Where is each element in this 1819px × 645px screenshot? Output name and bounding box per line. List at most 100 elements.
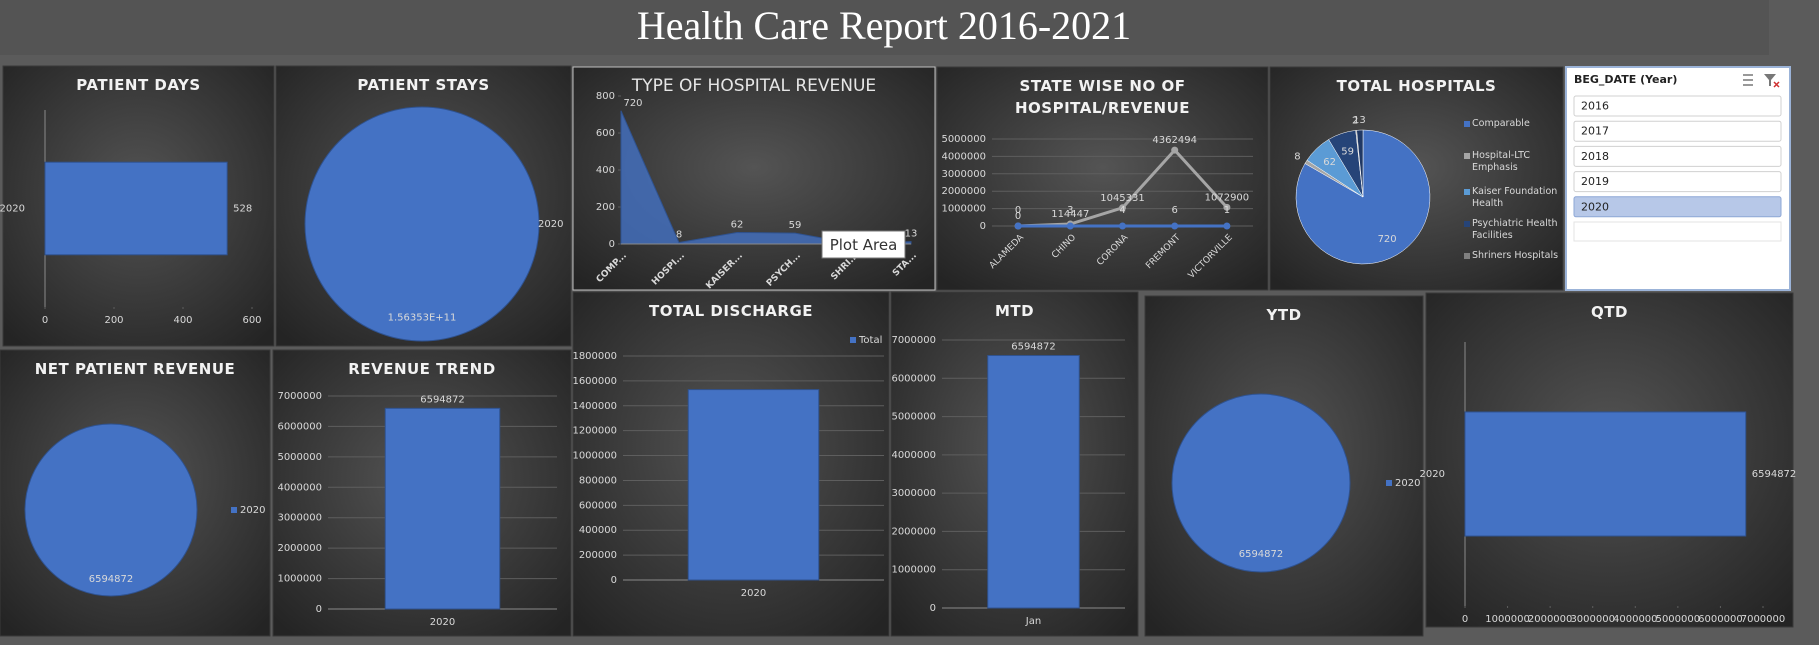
data-label: 8 [676,230,682,241]
y-tick-label: 600 [596,128,615,139]
legend-label: 2020 [538,219,563,230]
bar [1464,411,1747,537]
chart-title: TOTAL DISCHARGE [648,302,814,320]
slicer-item[interactable] [1573,171,1782,193]
bar [44,161,228,256]
data-label: 4362494 [1152,135,1197,146]
legend-swatch [1464,253,1470,259]
chart-title: STATE WISE NO OF HOSPITAL/REVENUE [1014,77,1191,117]
pie-slice [304,106,540,342]
y-tick-label: 0 [930,603,936,614]
chart-title: NET PATIENT REVENUE [34,360,236,378]
data-label: 114447 [1051,209,1089,220]
marker [1066,222,1074,230]
slicer-item[interactable] [1573,120,1782,142]
x-tick-label: 7000000 [1741,614,1786,625]
legend-label-box: Hospital-LTC Emphasis [1472,150,1530,173]
legend-label-box: Comparable [1472,118,1530,129]
chart-panel [936,66,1269,291]
marker [1171,222,1179,230]
slicer-item-label[interactable]: 2016 [1581,100,1609,113]
x-tick-label: 2020 [430,617,455,628]
chart-title: QTD [1591,303,1628,321]
legend-label: 2020 [240,505,265,516]
slicer-item-label[interactable]: 2018 [1581,150,1609,163]
y-tick-label: 1000000 [891,565,936,576]
pie-slice [1356,129,1364,198]
legend-label: Kaiser Foundation Health [1472,186,1558,209]
slicer-item-label[interactable]: 2019 [1581,175,1609,188]
y-tick-label: 7000000 [277,391,322,402]
clear-filter-icon[interactable] [1764,74,1780,88]
chart-title-box: PATIENT DAYS [76,76,200,94]
legend-label-box: Shriners Hospitals [1472,250,1558,261]
bar [987,355,1080,609]
area [620,110,912,245]
y-tick-label: 5000000 [941,134,986,145]
y-tick-label: 1800000 [572,351,617,362]
chart-title-box: QTD [1591,303,1628,321]
legend-swatch [1464,221,1470,227]
legend-label-box: Kaiser Foundation Health [1472,186,1558,209]
x-tick-label: 2000000 [1528,614,1573,625]
chart-title-box: MTD [995,302,1034,320]
y-tick-label: 4000000 [941,151,986,162]
legend-label: 2020 [1395,478,1420,489]
data-label: 6594872 [89,574,134,585]
y-tick-label: 800 [596,91,615,102]
legend-label: Total [858,335,882,346]
slicer-item-label[interactable]: 2017 [1581,125,1609,138]
data-label: 4 [1119,205,1125,216]
slicer-item-label[interactable]: 2020 [1581,200,1609,213]
header-bar [0,0,1769,55]
slicer-empty-item [1573,221,1782,242]
y-tick-label: 2000000 [277,543,322,554]
pie-slice [1171,393,1351,573]
y-tick-label: 2020 [1420,469,1445,480]
legend-swatch [1464,189,1470,195]
data-label: 6594872 [420,394,465,405]
legend-swatch [850,337,856,343]
marker [1171,146,1179,154]
marker [1119,222,1126,230]
pie-slice [24,423,198,597]
y-tick-label: 200000 [579,550,617,561]
chart-title: TOTAL HOSPITALS [1336,77,1497,95]
y-tick-label: 1200000 [572,426,617,437]
slicer-item[interactable] [1573,95,1782,117]
report-title: Health Care Report 2016-2021 [637,3,1131,48]
data-label: 13 [1353,115,1366,126]
data-label: 0 [1015,211,1021,222]
chart-title-box: REVENUE TREND [348,360,495,378]
x-tick-label: 3000000 [1570,614,1615,625]
y-tick-label: 400000 [579,525,617,536]
y-tick-label: 3000000 [941,169,986,180]
data-label: 6594872 [1011,342,1056,353]
chart-title-box: TOTAL HOSPITALS [1336,77,1497,95]
marker [1223,203,1231,211]
data-label: 6 [1172,205,1178,216]
chart-title-box: TOTAL DISCHARGE [648,302,814,320]
slicer-item[interactable] [1573,145,1782,167]
chart-title-box: YTD [1266,306,1301,324]
slicer-item[interactable] [1573,196,1782,218]
y-tick-label: 1000000 [941,204,986,215]
slicer-title: BEG_DATE (Year) [1574,73,1677,86]
chart-title: PATIENT STAYS [357,76,490,94]
data-label: 62 [731,220,744,231]
x-tick-label: Jan [1025,616,1041,627]
data-label: 6594872 [1239,549,1284,560]
data-label: 0 [1015,205,1021,216]
data-label: 1045331 [1100,193,1145,204]
y-tick-label: 400 [596,165,615,176]
y-tick-label: 1400000 [572,401,617,412]
multi-select-icon[interactable] [1743,74,1753,86]
y-tick-label: 2020 [0,204,25,215]
tooltip-text: Plot Area [830,236,898,254]
data-label: 59 [1341,146,1354,157]
y-tick-label: 6000000 [891,373,936,384]
bar [384,407,501,610]
y-tick-label: 0 [609,239,615,250]
y-tick-label: 0 [980,221,986,232]
legend-label: Psychiatric Health Facilities [1472,218,1558,241]
